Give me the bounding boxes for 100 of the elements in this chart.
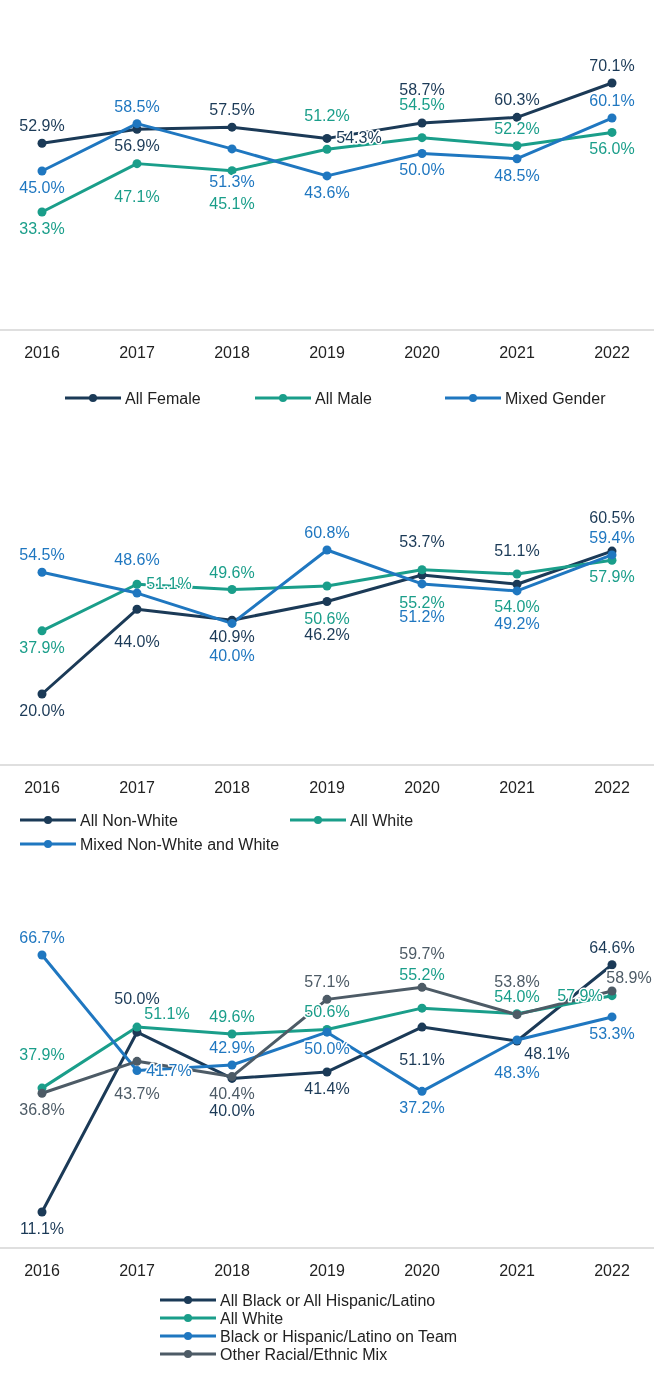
data-label: 36.8% [19, 1101, 65, 1119]
point [37, 1088, 47, 1098]
point [417, 1086, 427, 1096]
point [417, 579, 427, 589]
data-label: 59.4% [589, 528, 635, 546]
point [37, 950, 47, 960]
point [512, 141, 522, 151]
data-label: 70.1% [589, 57, 635, 74]
x-tick-label: 2022 [594, 1262, 630, 1279]
x-tick-label: 2019 [309, 779, 345, 796]
data-label: 41.4% [304, 1079, 350, 1097]
legend-label: All Male [315, 390, 373, 407]
point [417, 118, 427, 128]
data-label: 52.2% [494, 119, 540, 137]
data-label: 57.5% [209, 101, 255, 119]
data-label: 43.6% [304, 183, 350, 201]
x-tick-label: 2019 [309, 1262, 345, 1279]
x-tick-label: 2016 [24, 344, 60, 361]
data-label: 45.1% [209, 194, 255, 212]
data-label: 57.1% [304, 973, 350, 991]
point [512, 154, 522, 164]
point [607, 550, 617, 560]
data-label: 58.5% [114, 97, 160, 115]
point [132, 119, 142, 129]
x-tick-label: 2022 [594, 779, 630, 796]
point [227, 585, 237, 595]
point [37, 207, 47, 217]
data-label: 11.1% [19, 1220, 65, 1237]
legend-label: All Black or All Hispanic/Latino [220, 1292, 436, 1309]
data-label: 47.1% [114, 187, 160, 205]
point [322, 1067, 332, 1077]
legend-label: All Non-White [80, 812, 178, 829]
data-label: 60.5% [589, 509, 635, 527]
data-label: 51.1% [494, 542, 540, 560]
point [417, 1022, 427, 1032]
point [132, 579, 142, 589]
x-tick-label: 2016 [24, 1262, 60, 1279]
data-label: 60.1% [589, 92, 635, 110]
point [417, 148, 427, 158]
data-label: 54.5% [19, 546, 65, 564]
point [322, 144, 332, 154]
point [37, 567, 47, 577]
data-label: 49.6% [209, 1008, 255, 1026]
data-label: 51.3% [209, 172, 255, 190]
point [227, 1060, 237, 1070]
legend-label: Mixed Gender [505, 390, 607, 407]
point [132, 588, 142, 598]
x-tick-label: 2017 [119, 779, 155, 796]
point [132, 159, 142, 169]
data-label: 51.2% [304, 107, 350, 125]
data-label: 54.5% [399, 95, 445, 113]
data-label: 40.0% [209, 1102, 255, 1120]
point [227, 1029, 237, 1039]
data-label: 60.8% [304, 524, 350, 541]
point [132, 1066, 142, 1076]
data-label: 53.3% [589, 1024, 635, 1042]
data-label: 49.6% [209, 563, 255, 581]
data-label: 60.3% [494, 91, 540, 109]
data-label: 20.0% [19, 702, 65, 719]
data-label: 37.9% [19, 638, 65, 656]
point [37, 166, 47, 176]
data-label: 51.1% [399, 1051, 445, 1069]
x-tick-label: 2016 [24, 779, 60, 796]
data-label: 48.1% [524, 1044, 570, 1062]
data-label: 40.4% [209, 1084, 255, 1102]
data-label: 52.9% [19, 117, 65, 135]
x-tick-label: 2020 [404, 779, 440, 796]
point [417, 133, 427, 143]
point [37, 1207, 47, 1217]
data-label: 37.2% [399, 1099, 445, 1117]
data-label: 51.1% [144, 1005, 190, 1023]
point [512, 569, 522, 579]
data-label: 50.0% [399, 161, 445, 179]
data-label: 64.6% [589, 938, 635, 956]
data-label: 58.9% [606, 969, 652, 987]
point [607, 960, 617, 970]
x-tick-label: 2018 [214, 779, 250, 796]
x-tick-label: 2020 [404, 1262, 440, 1279]
data-label: 59.7% [399, 945, 445, 963]
point [132, 1022, 142, 1032]
data-label: 50.6% [304, 610, 350, 627]
data-label: 53.7% [399, 533, 445, 551]
data-label: 48.3% [494, 1064, 540, 1082]
data-label: 53.8% [494, 972, 540, 990]
data-label: 40.9% [209, 628, 255, 646]
data-label: 58.7% [399, 80, 445, 98]
point [607, 1012, 617, 1022]
data-label: 48.5% [494, 166, 540, 184]
x-tick-label: 2018 [214, 344, 250, 361]
data-label: 44.0% [114, 633, 160, 651]
point [322, 581, 332, 591]
point [132, 1056, 142, 1066]
x-tick-label: 2019 [309, 344, 345, 361]
x-tick-label: 2017 [119, 344, 155, 361]
point [607, 78, 617, 88]
data-label: 49.2% [494, 614, 540, 632]
x-tick-label: 2021 [499, 344, 535, 361]
point [607, 113, 617, 123]
data-label: 48.6% [114, 551, 160, 569]
data-label: 57.9% [589, 568, 635, 586]
